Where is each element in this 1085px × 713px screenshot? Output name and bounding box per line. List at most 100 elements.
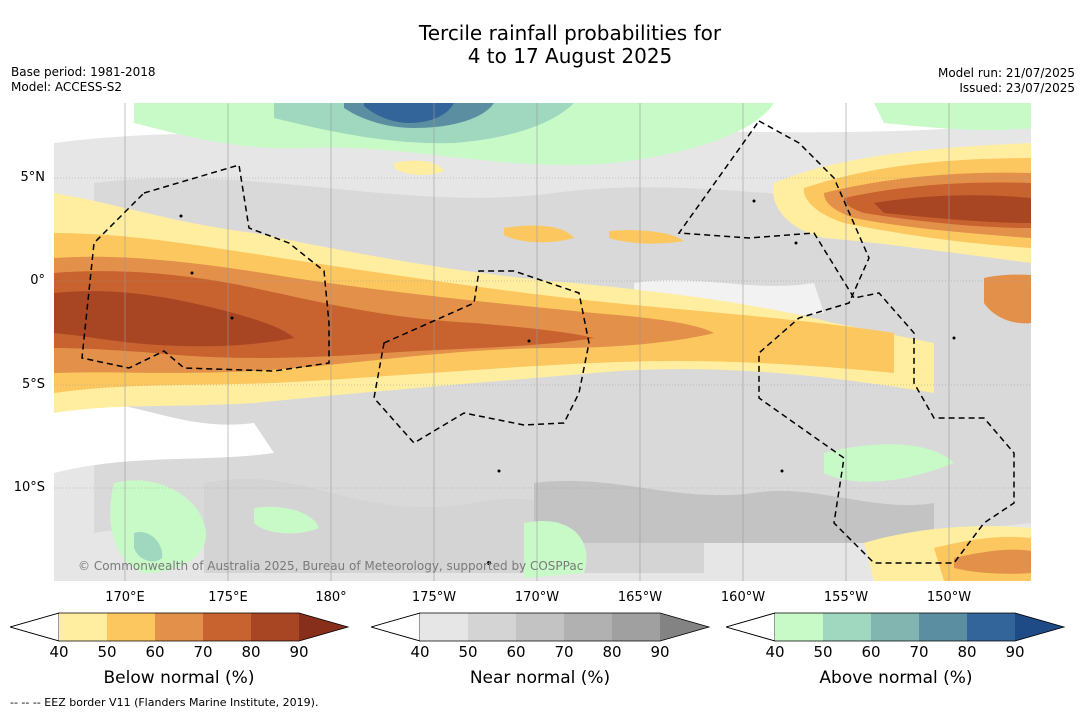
model-run-date: Model run: 21/07/2025 bbox=[937, 66, 1075, 80]
colorbar-above-tick: 90 bbox=[1005, 643, 1025, 661]
colorbar-above-swatch-3 bbox=[871, 613, 919, 641]
island bbox=[952, 336, 956, 340]
lat-label-5s: 5°S bbox=[21, 377, 45, 392]
lat-label-0: 0° bbox=[30, 273, 45, 288]
colorbar-below-label: Below normal (%) bbox=[103, 668, 255, 688]
colorbar-near-extend-high bbox=[660, 613, 709, 641]
above-normal-sw-40 bbox=[110, 480, 206, 573]
above-normal-ne bbox=[874, 103, 1031, 131]
lon-label-170e: 170°E bbox=[105, 590, 145, 605]
base-period: Base period: 1981-2018 bbox=[11, 65, 156, 79]
issued-date: Issued: 23/07/2025 bbox=[959, 81, 1075, 95]
colorbar-near-swatch-3 bbox=[516, 613, 564, 641]
below-normal-ne-80 bbox=[874, 195, 1031, 223]
colorbar-near-swatch-5 bbox=[612, 613, 660, 641]
title-line-2: 4 to 17 August 2025 bbox=[467, 44, 673, 68]
colorbar-near-swatch-2 bbox=[468, 613, 516, 641]
run-info: Model run: 21/07/2025 Issued: 23/07/2025 bbox=[938, 66, 1075, 96]
colorbar-below-tick: 70 bbox=[193, 643, 213, 661]
below-normal-east-patch bbox=[984, 274, 1031, 324]
below-normal-band-80 bbox=[54, 291, 294, 347]
eez-border-east bbox=[677, 120, 1015, 564]
island bbox=[190, 271, 194, 275]
colorbar-below-tick: 80 bbox=[241, 643, 261, 661]
colorbar-below-extend-low bbox=[10, 612, 60, 642]
white-patch-sw bbox=[54, 401, 274, 473]
below-normal-small-3 bbox=[609, 230, 684, 244]
lon-label-180: 180° bbox=[315, 590, 347, 605]
colorbar-above-tick: 80 bbox=[957, 643, 977, 661]
colorbar-near-normal bbox=[371, 612, 711, 642]
colorbar-above-normal bbox=[726, 612, 1066, 642]
colorbar-above-outline bbox=[726, 612, 1066, 642]
colorbar-near-tick: 70 bbox=[554, 643, 574, 661]
colorbar-above-swatch-5 bbox=[967, 613, 1015, 641]
colorbar-above-tick: 40 bbox=[765, 643, 785, 661]
below-normal-small-2 bbox=[504, 225, 574, 243]
colorbar-below-tick: 50 bbox=[97, 643, 117, 661]
island bbox=[179, 214, 183, 218]
colorbar-below-extend-high bbox=[299, 613, 348, 641]
map-title: Tercile rainfall probabilities for 4 to … bbox=[0, 22, 1085, 68]
probability-map bbox=[54, 103, 1031, 581]
copyright-notice: © Commonwealth of Australia 2025, Bureau… bbox=[78, 559, 584, 573]
lat-label-10s: 10°S bbox=[13, 480, 45, 495]
model-info: Base period: 1981-2018 Model: ACCESS-S2 bbox=[11, 65, 156, 95]
title-line-1: Tercile rainfall probabilities for bbox=[418, 21, 722, 45]
colorbar-above-extend-high bbox=[1015, 613, 1064, 641]
above-normal-se-patch bbox=[824, 444, 954, 482]
colorbar-below-swatch-3 bbox=[155, 613, 203, 641]
colorbar-below-swatch-2 bbox=[107, 613, 155, 641]
colorbar-near-label: Near normal (%) bbox=[469, 668, 611, 688]
above-normal-north-90 bbox=[364, 103, 454, 123]
lon-label-165w: 165°W bbox=[617, 590, 663, 605]
map-svg bbox=[54, 103, 1031, 581]
colorbar-near-outline bbox=[371, 612, 711, 642]
lon-label-150w: 150°W bbox=[926, 590, 972, 605]
colorbar-above-tick: 60 bbox=[861, 643, 881, 661]
colorbar-above-tick: 50 bbox=[813, 643, 833, 661]
islands bbox=[179, 199, 956, 565]
lon-label-155w: 155°W bbox=[823, 590, 869, 605]
colorbar-below-outline bbox=[10, 612, 350, 642]
colorbar-below-swatch-1 bbox=[59, 613, 107, 641]
colorbar-near-tick: 50 bbox=[458, 643, 478, 661]
lon-label-175w: 175°W bbox=[411, 590, 457, 605]
colorbar-near-extend-low bbox=[371, 612, 421, 642]
colorbar-near-swatch-4 bbox=[564, 613, 612, 641]
above-normal-south-patch-2 bbox=[524, 521, 587, 578]
colorbar-near-tick: 40 bbox=[410, 643, 430, 661]
model-name: Model: ACCESS-S2 bbox=[11, 80, 123, 94]
below-normal-small-1 bbox=[394, 160, 444, 175]
colorbar-near-tick: 60 bbox=[506, 643, 526, 661]
colorbar-below-swatch-5 bbox=[251, 613, 299, 641]
near-normal-60-region bbox=[534, 480, 934, 543]
lon-label-175e: 175°E bbox=[208, 590, 248, 605]
colorbar-below-tick: 40 bbox=[49, 643, 69, 661]
colorbar-near-tick: 90 bbox=[650, 643, 670, 661]
below-normal-se-60 bbox=[954, 549, 1031, 574]
colorbar-below-normal bbox=[10, 612, 350, 642]
island bbox=[794, 241, 798, 245]
island bbox=[527, 339, 531, 343]
colorbar-above-extend-low bbox=[726, 612, 776, 642]
colorbar-near-swatch-1 bbox=[420, 613, 468, 641]
colorbar-above-swatch-1 bbox=[775, 613, 823, 641]
island bbox=[780, 469, 784, 473]
eez-border-note: -- -- -- EEZ border V11 (Flanders Marine… bbox=[10, 696, 319, 709]
graticule bbox=[54, 103, 1031, 581]
lat-label-5n: 5°N bbox=[20, 170, 46, 185]
colorbar-above-swatch-2 bbox=[823, 613, 871, 641]
eez-border-west bbox=[81, 164, 330, 372]
colorbar-below-swatch-4 bbox=[203, 613, 251, 641]
island bbox=[230, 316, 234, 320]
lon-label-160w: 160°W bbox=[720, 590, 766, 605]
colorbar-above-swatch-4 bbox=[919, 613, 967, 641]
above-normal-sw-50 bbox=[134, 532, 163, 562]
colorbar-above-tick: 70 bbox=[909, 643, 929, 661]
island bbox=[487, 561, 491, 565]
colorbar-near-tick: 80 bbox=[602, 643, 622, 661]
lon-label-170w: 170°W bbox=[514, 590, 560, 605]
colorbar-above-label: Above normal (%) bbox=[819, 668, 973, 688]
island bbox=[752, 199, 756, 203]
